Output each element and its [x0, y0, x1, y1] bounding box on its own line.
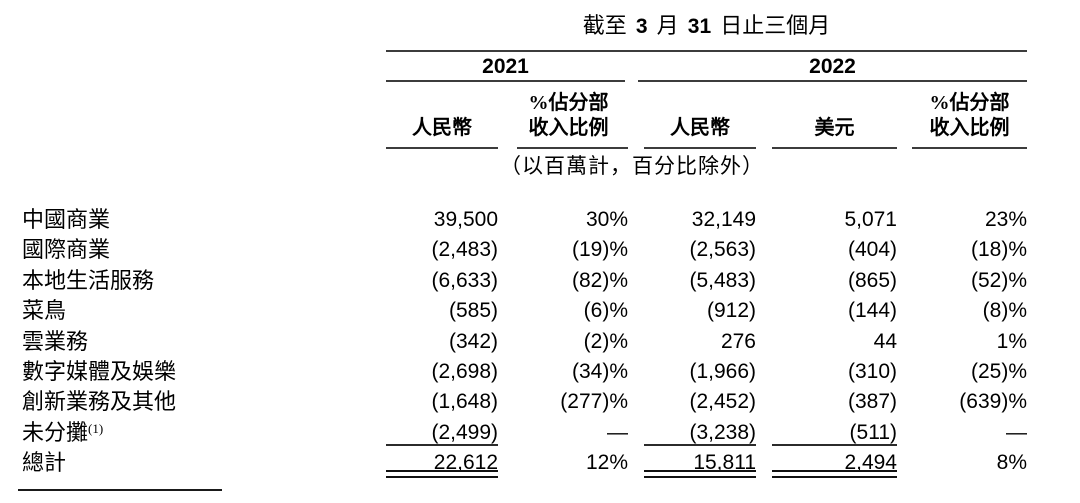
total-double-rule-usd-2022: [772, 470, 897, 478]
caption-text-post: 日止三個月: [720, 13, 831, 38]
value-cell-pct-2021: (2)%: [583, 329, 628, 353]
value-cell-rmb-2022: (3,238): [689, 420, 756, 444]
value-cell-pct-2022: (8)%: [982, 299, 1027, 323]
value-cell-usd-2022: (310): [847, 360, 897, 383]
value-cell-pct-2022: (52)%: [970, 268, 1027, 292]
row-label: 菜鳥: [22, 298, 67, 324]
value-cell-usd-2022: 2,494: [844, 451, 897, 475]
column-header-usd-2022: 美元: [814, 117, 855, 139]
caption-day-number: 31: [687, 15, 712, 38]
value-cell-pct-2022: 23%: [984, 208, 1027, 231]
table-row: 總計 22,612 12% 15,811 2,494 8%: [0, 447, 1080, 478]
column-underline-rmb-2022: [644, 147, 756, 149]
total-double-rule-rmb-2022: [644, 470, 756, 478]
value-cell-pct-2021: (19)%: [571, 238, 628, 262]
table-row: 國際商業 (2,483) (19)% (2,563) (404) (18)%: [0, 234, 1080, 265]
value-cell-rmb-2022: 32,149: [691, 208, 756, 231]
value-cell-pct-2022: 8%: [996, 451, 1027, 475]
value-cell-pct-2022: (25)%: [970, 360, 1027, 383]
value-cell-usd-2022: 44: [873, 329, 897, 353]
value-cell-pct-2021: (277)%: [560, 390, 628, 414]
pre-total-rule-rmb-2022: [644, 444, 756, 446]
value-cell-rmb-2022: 276: [720, 329, 756, 353]
column-underline-pct-2022: [912, 147, 1027, 149]
value-cell-pct-2022: (639)%: [959, 390, 1027, 414]
year-header-2022: 2022: [809, 55, 856, 78]
row-label: 中國商業: [22, 207, 111, 232]
value-cell-rmb-2022: (1,966): [689, 360, 756, 383]
row-label: 國際商業: [22, 237, 111, 263]
total-double-rule-rmb-2021: [386, 470, 498, 478]
value-cell-usd-2022: 5,071: [844, 208, 897, 231]
caption-text-pre: 截至: [582, 13, 627, 38]
value-cell-pct-2021: (34)%: [571, 360, 628, 383]
pre-total-rule-rmb-2021: [386, 444, 498, 446]
year-2022-underline-rule: [638, 80, 1027, 82]
caption-text-mid: 月: [656, 13, 679, 38]
column-underline-rmb-2021: [386, 147, 498, 149]
column-header-rmb-2022: 人民幣: [670, 117, 730, 139]
value-cell-rmb-2022: 15,811: [693, 451, 756, 475]
row-label: 雲業務: [22, 328, 89, 354]
value-cell-rmb-2022: (5,483): [689, 268, 756, 292]
value-cell-pct-2021: 30%: [585, 208, 628, 231]
value-cell-rmb-2021: 39,500: [433, 208, 498, 231]
row-label: 未分攤(1): [22, 419, 104, 445]
column-header-rmb-2021: 人民幣: [412, 117, 472, 139]
value-cell-pct-2022: (18)%: [970, 238, 1027, 262]
footnote-separator-rule: [18, 489, 222, 491]
year-2021-underline-rule: [386, 80, 625, 82]
column-headers-row: 人民幣 %佔分部 收入比例 人民幣 美元 %佔分部 收入比例: [0, 84, 1080, 146]
pre-total-rule-usd-2022: [772, 444, 897, 446]
caption-month-number: 3: [635, 15, 648, 38]
table-row: 數字媒體及娛樂 (2,698) (34)% (1,966) (310) (25)%: [0, 356, 1080, 387]
value-cell-usd-2022: (387): [847, 390, 897, 414]
table-row: 中國商業 39,500 30% 32,149 5,071 23%: [0, 204, 1080, 235]
value-cell-rmb-2021: (2,499): [431, 420, 498, 444]
column-underline-usd-2022: [772, 147, 897, 149]
year-header-2021: 2021: [482, 55, 529, 78]
column-header-pct-2021: %佔分部 收入比例: [528, 92, 609, 139]
value-cell-rmb-2021: 22,612: [433, 451, 498, 475]
value-cell-pct-2022: 1%: [996, 329, 1027, 353]
value-cell-usd-2022: (404): [847, 238, 897, 262]
value-cell-pct-2021: (82)%: [571, 268, 628, 292]
value-cell-usd-2022: (511): [849, 420, 897, 444]
value-cell-usd-2022: (865): [847, 268, 897, 292]
value-cell-rmb-2021: (2,698): [431, 360, 498, 383]
table-row: 創新業務及其他 (1,648) (277)% (2,452) (387) (639)%: [0, 386, 1080, 417]
column-header-pct-2022: %佔分部 收入比例: [929, 92, 1010, 139]
value-cell-rmb-2021: (2,483): [431, 238, 498, 262]
value-cell-pct-2021: —: [607, 420, 628, 444]
row-label-superscript: (1): [88, 420, 104, 436]
table-row: 雲業務 (342) (2)% 276 44 1%: [0, 326, 1080, 357]
table-caption: 截至 3 月 31 日止三個月: [386, 12, 1027, 41]
table-row: 未分攤(1) (2,499) — (3,238) (511) —: [0, 417, 1080, 448]
row-label: 本地生活服務: [22, 267, 155, 293]
value-cell-rmb-2021: (1,648): [431, 390, 498, 414]
row-label: 數字媒體及娛樂: [22, 359, 177, 384]
row-label: 創新業務及其他: [22, 389, 177, 415]
caption-underline-rule: [386, 50, 1027, 52]
column-underline-pct-2021: [517, 147, 628, 149]
value-cell-usd-2022: (144): [847, 299, 897, 323]
value-cell-rmb-2021: (342): [448, 329, 498, 353]
units-note: （以百萬計，百分比除外）: [500, 154, 764, 178]
value-cell-pct-2021: 12%: [585, 451, 628, 475]
row-label: 總計: [22, 450, 67, 476]
value-cell-rmb-2022: (2,563): [689, 238, 756, 262]
value-cell-rmb-2021: (6,633): [431, 268, 498, 292]
value-cell-rmb-2022: (2,452): [689, 390, 756, 414]
value-cell-pct-2022: —: [1006, 420, 1027, 444]
value-cell-pct-2021: (6)%: [583, 299, 628, 323]
table-row: 菜鳥 (585) (6)% (912) (144) (8)%: [0, 295, 1080, 326]
value-cell-rmb-2022: (912): [706, 299, 756, 323]
value-cell-rmb-2021: (585): [448, 299, 498, 323]
table-row: 本地生活服務 (6,633) (82)% (5,483) (865) (52)%: [0, 265, 1080, 296]
